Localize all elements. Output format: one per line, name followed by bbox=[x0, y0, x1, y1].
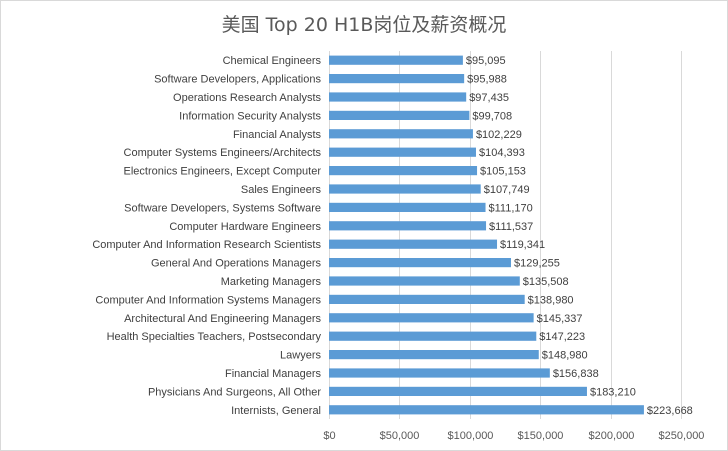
bar bbox=[329, 294, 525, 304]
data-label: $183,210 bbox=[590, 386, 636, 398]
category-label: Operations Research Analysts bbox=[173, 92, 321, 104]
bar bbox=[329, 110, 470, 120]
data-label: $135,508 bbox=[523, 276, 569, 288]
bars bbox=[329, 55, 644, 415]
bar bbox=[329, 184, 481, 194]
data-label: $105,153 bbox=[480, 166, 526, 178]
x-tick-label: $150,000 bbox=[518, 430, 564, 442]
bar bbox=[329, 313, 534, 323]
bar bbox=[329, 258, 511, 268]
category-label: Physicians And Surgeons, All Other bbox=[148, 386, 321, 398]
bar bbox=[329, 166, 478, 176]
category-label: Internists, General bbox=[231, 405, 321, 417]
chart-title: 美国 Top 20 H1B岗位及薪资概况 bbox=[221, 14, 507, 36]
category-label: Computer And Information Systems Manager… bbox=[95, 294, 321, 306]
bar bbox=[329, 92, 467, 102]
data-label: $129,255 bbox=[514, 258, 560, 270]
bar bbox=[329, 74, 465, 84]
category-label: Lawyers bbox=[280, 350, 321, 362]
data-label: $119,341 bbox=[500, 239, 545, 251]
data-label: $97,435 bbox=[469, 92, 509, 104]
data-label: $148,980 bbox=[542, 350, 588, 362]
bar bbox=[329, 331, 537, 341]
category-label: Financial Analysts bbox=[233, 129, 322, 141]
bar bbox=[329, 221, 487, 231]
grid-lines bbox=[329, 51, 682, 419]
category-label: Software Developers, Applications bbox=[154, 74, 321, 86]
category-label: Electronics Engineers, Except Computer bbox=[124, 166, 322, 178]
bar bbox=[329, 129, 473, 139]
category-label: Software Developers, Systems Software bbox=[124, 202, 321, 214]
bar bbox=[329, 350, 539, 360]
data-label: $99,708 bbox=[472, 110, 512, 122]
data-label: $111,537 bbox=[489, 221, 533, 233]
data-label: $223,668 bbox=[647, 405, 693, 417]
x-axis-tick-labels: $0 $50,000 $100,000 $150,000 $200,000 $250,00… bbox=[323, 430, 704, 442]
category-label: Marketing Managers bbox=[221, 276, 322, 288]
data-label: $95,988 bbox=[467, 74, 507, 86]
x-tick-label: $50,000 bbox=[380, 430, 420, 442]
bar bbox=[329, 202, 486, 212]
bar bbox=[329, 368, 550, 378]
data-label: $95,095 bbox=[466, 55, 506, 67]
data-label: $111,170 bbox=[489, 202, 533, 214]
x-tick-label: $0 bbox=[323, 430, 335, 442]
data-label: $107,749 bbox=[484, 184, 530, 196]
category-label: General And Operations Managers bbox=[151, 258, 321, 270]
category-labels: Chemical Engineers Software Developers, A… bbox=[92, 55, 321, 417]
bar bbox=[329, 147, 476, 157]
x-tick-label: $100,000 bbox=[448, 430, 494, 442]
category-label: Architectural And Engineering Managers bbox=[124, 313, 321, 325]
category-label: Information Security Analysts bbox=[179, 110, 321, 122]
bar bbox=[329, 386, 587, 396]
bar bbox=[329, 405, 644, 415]
category-label: Health Specialties Teachers, Postseconda… bbox=[107, 331, 322, 343]
category-label: Computer And Information Research Scient… bbox=[92, 239, 321, 251]
bar bbox=[329, 276, 520, 286]
data-label: $102,229 bbox=[476, 129, 522, 141]
x-tick-label: $250,000 bbox=[659, 430, 705, 442]
bar bbox=[329, 239, 498, 249]
x-tick-label: $200,000 bbox=[589, 430, 635, 442]
category-label: Chemical Engineers bbox=[223, 55, 322, 67]
data-label: $145,337 bbox=[537, 313, 583, 325]
data-label: $156,838 bbox=[553, 368, 599, 380]
category-label: Computer Systems Engineers/Architects bbox=[124, 147, 322, 159]
value-labels: $95,095 $95,988 $97,435 $99,708 $102,229 $104… bbox=[466, 55, 693, 417]
category-label: Computer Hardware Engineers bbox=[169, 221, 321, 233]
category-label: Sales Engineers bbox=[241, 184, 322, 196]
data-label: $104,393 bbox=[479, 147, 525, 159]
data-label: $147,223 bbox=[539, 331, 585, 343]
category-label: Financial Managers bbox=[225, 368, 321, 380]
data-label: $138,980 bbox=[528, 294, 574, 306]
bar bbox=[329, 55, 463, 65]
